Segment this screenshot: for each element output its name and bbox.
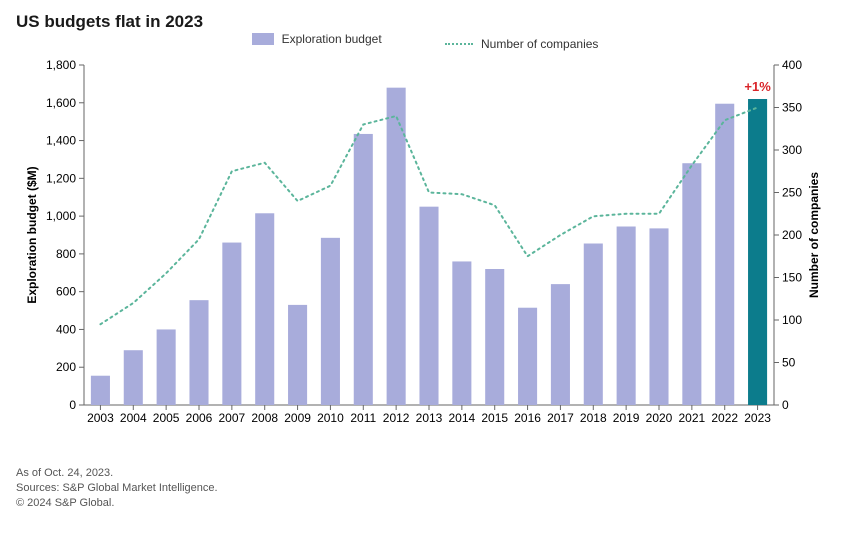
y-right-tick: 350 xyxy=(782,101,802,115)
x-tick: 2023 xyxy=(744,411,771,425)
bar xyxy=(321,238,340,405)
bar xyxy=(715,104,734,405)
bar xyxy=(584,244,603,406)
footer-asof: As of Oct. 24, 2023. xyxy=(16,466,834,481)
bar xyxy=(452,261,471,405)
y-left-tick: 400 xyxy=(56,322,76,336)
y-left-tick: 1,200 xyxy=(46,171,76,185)
y-right-tick: 200 xyxy=(782,228,802,242)
legend-line-label: Number of companies xyxy=(481,37,598,51)
y-right-tick: 150 xyxy=(782,271,802,285)
x-tick: 2018 xyxy=(580,411,607,425)
x-tick: 2008 xyxy=(251,411,278,425)
y-right-tick: 100 xyxy=(782,313,802,327)
bar xyxy=(748,99,767,405)
y-left-tick: 800 xyxy=(56,247,76,261)
x-tick: 2010 xyxy=(317,411,344,425)
x-tick: 2017 xyxy=(547,411,574,425)
y-left-tick: 0 xyxy=(69,398,76,412)
x-tick: 2014 xyxy=(449,411,476,425)
x-tick: 2021 xyxy=(679,411,706,425)
legend-line-swatch xyxy=(445,43,473,45)
y-left-tick: 1,000 xyxy=(46,209,76,223)
y-right-tick: 400 xyxy=(782,58,802,72)
y-right-tick: 0 xyxy=(782,398,789,412)
bar xyxy=(649,228,668,405)
x-tick: 2020 xyxy=(646,411,673,425)
bar xyxy=(288,305,307,405)
bar xyxy=(124,350,143,405)
x-tick: 2007 xyxy=(219,411,246,425)
x-tick: 2005 xyxy=(153,411,180,425)
x-tick: 2015 xyxy=(481,411,508,425)
annotation: +1% xyxy=(744,79,771,94)
bar xyxy=(617,227,636,406)
bar xyxy=(157,329,176,405)
y-right-label: Number of companies xyxy=(807,172,821,298)
bar xyxy=(354,134,373,405)
legend-item-bars: Exploration budget xyxy=(252,32,382,46)
bar xyxy=(419,207,438,405)
legend: Exploration budget Number of companies xyxy=(16,32,834,51)
y-right-tick: 300 xyxy=(782,143,802,157)
footer-sources: Sources: S&P Global Market Intelligence. xyxy=(16,481,834,496)
x-tick: 2022 xyxy=(711,411,738,425)
legend-bar-swatch xyxy=(252,33,274,45)
chart-svg: 0 200 400 600 800 1,000 1,200 1,400 1,600 1,800 0 5… xyxy=(16,55,834,460)
x-tick: 2016 xyxy=(514,411,541,425)
y-left-tick: 1,800 xyxy=(46,58,76,72)
y-right-tick: 250 xyxy=(782,186,802,200)
bar xyxy=(682,163,701,405)
x-tick: 2006 xyxy=(186,411,213,425)
chart-area: 0 200 400 600 800 1,000 1,200 1,400 1,600 1,800 0 5… xyxy=(16,55,834,460)
y-left-tick: 200 xyxy=(56,360,76,374)
bar xyxy=(518,308,537,405)
x-tick: 2013 xyxy=(416,411,443,425)
x-tick: 2004 xyxy=(120,411,147,425)
y-right-tick: 50 xyxy=(782,356,796,370)
x-tick: 2012 xyxy=(383,411,410,425)
legend-item-line: Number of companies xyxy=(445,37,598,51)
footer: As of Oct. 24, 2023. Sources: S&P Global… xyxy=(16,466,834,511)
bar xyxy=(222,243,241,405)
bar xyxy=(255,213,274,405)
bar xyxy=(189,300,208,405)
y-left-tick: 600 xyxy=(56,285,76,299)
footer-copyright: © 2024 S&P Global. xyxy=(16,496,834,511)
bar xyxy=(551,284,570,405)
y-left-tick: 1,600 xyxy=(46,96,76,110)
legend-bar-label: Exploration budget xyxy=(282,32,382,46)
x-tick: 2019 xyxy=(613,411,640,425)
x-tick: 2009 xyxy=(284,411,311,425)
page-title: US budgets flat in 2023 xyxy=(16,12,834,32)
x-tick: 2011 xyxy=(350,411,376,425)
bar xyxy=(91,376,110,405)
x-tick: 2003 xyxy=(87,411,114,425)
bar xyxy=(485,269,504,405)
y-left-tick: 1,400 xyxy=(46,134,76,148)
y-left-label: Exploration budget ($M) xyxy=(25,166,39,303)
bar xyxy=(387,88,406,405)
